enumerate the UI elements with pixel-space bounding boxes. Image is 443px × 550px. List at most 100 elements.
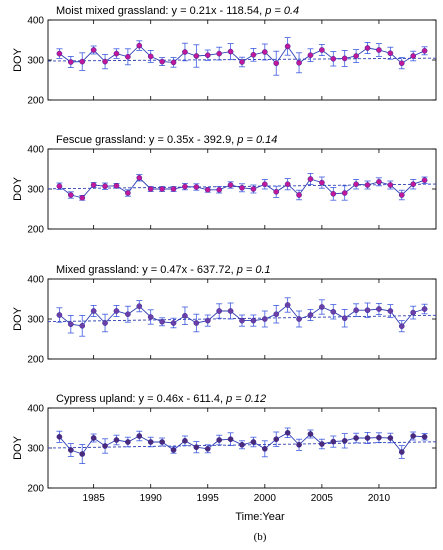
panel-title-pvalue: p = 0.4 xyxy=(264,5,299,17)
data-point xyxy=(261,49,268,55)
data-point xyxy=(159,439,165,445)
data-point xyxy=(307,431,314,437)
y-tick-label: 200 xyxy=(27,484,44,495)
data-point xyxy=(216,186,223,193)
data-point xyxy=(79,58,86,65)
data-point xyxy=(79,451,86,457)
data-point xyxy=(102,183,108,190)
data-point xyxy=(216,308,223,314)
data-point xyxy=(387,50,394,57)
data-point xyxy=(296,316,302,322)
data-point xyxy=(341,437,348,444)
data-point xyxy=(296,441,302,448)
data-point xyxy=(113,308,120,314)
panel-title-equation: Fescue grassland: y = 0.35x - 392.9, xyxy=(56,134,237,146)
data-point xyxy=(364,435,371,441)
data-point xyxy=(273,311,280,318)
data-point xyxy=(273,188,280,195)
data-point xyxy=(296,59,302,66)
data-point xyxy=(261,445,268,452)
data-point xyxy=(182,312,188,319)
data-point xyxy=(90,182,97,188)
data-point xyxy=(364,307,371,314)
data-point xyxy=(387,182,394,188)
data-point xyxy=(67,59,74,65)
data-point xyxy=(159,186,165,192)
data-point xyxy=(307,312,314,318)
data-point xyxy=(90,47,97,53)
data-point xyxy=(136,303,143,310)
data-point xyxy=(204,445,211,452)
data-point xyxy=(330,190,337,197)
data-point xyxy=(182,183,188,190)
y-tick-label: 400 xyxy=(27,16,44,27)
data-point xyxy=(319,47,325,53)
data-point xyxy=(170,320,177,326)
data-point xyxy=(319,441,325,447)
data-point xyxy=(421,433,428,440)
data-point xyxy=(387,308,394,314)
data-point xyxy=(193,444,200,451)
data-point xyxy=(273,436,280,443)
data-point xyxy=(330,308,337,315)
data-point xyxy=(250,317,257,324)
y-axis-label: DOY xyxy=(12,176,24,201)
panel-3: Mixed grassland: y = 0.47x - 637.72, p =… xyxy=(12,264,437,366)
panel-title-pvalue: p = 0.14 xyxy=(236,134,277,146)
data-point xyxy=(204,52,211,59)
data-point xyxy=(410,309,417,316)
data-point xyxy=(216,437,223,443)
data-point xyxy=(170,447,177,453)
data-point xyxy=(353,181,359,188)
y-tick-label: 300 xyxy=(27,315,44,326)
panel-2: Fescue grassland: y = 0.35x - 392.9, p =… xyxy=(12,134,437,236)
data-point xyxy=(193,184,200,190)
data-point xyxy=(56,50,63,57)
data-point xyxy=(250,51,257,58)
panel-1: Moist mixed grassland: y = 0.21x - 118.5… xyxy=(12,5,437,107)
data-point xyxy=(261,181,268,188)
data-point xyxy=(376,178,382,185)
data-point xyxy=(102,320,108,326)
data-point xyxy=(273,60,280,67)
data-point xyxy=(113,437,120,443)
data-point xyxy=(398,449,405,455)
data-point xyxy=(90,435,97,441)
data-point xyxy=(227,308,234,314)
y-axis-label: DOY xyxy=(12,435,24,460)
panel-title-pvalue: p = 0.12 xyxy=(225,393,266,405)
data-point xyxy=(319,179,325,186)
data-point xyxy=(193,53,200,59)
data-point xyxy=(376,306,382,312)
data-point xyxy=(421,47,428,54)
data-point xyxy=(410,53,417,59)
data-point xyxy=(182,437,188,444)
data-point xyxy=(56,433,63,440)
data-point xyxy=(330,55,337,62)
data-point xyxy=(284,302,291,308)
panel-title-equation: Moist mixed grassland: y = 0.21x - 118.5… xyxy=(56,5,265,17)
y-tick-label: 400 xyxy=(27,404,44,415)
data-point xyxy=(421,177,428,184)
data-point xyxy=(227,436,234,443)
data-point xyxy=(216,50,223,57)
data-point xyxy=(330,438,337,445)
data-point xyxy=(353,53,359,59)
data-point xyxy=(125,53,131,60)
panel-title: Cypress upland: y = 0.46x - 611.4, p = 0… xyxy=(56,393,266,405)
data-point xyxy=(284,43,291,50)
x-tick-label: 2010 xyxy=(368,493,391,504)
data-point xyxy=(102,58,108,65)
y-tick-label: 300 xyxy=(27,56,44,67)
data-point xyxy=(387,435,394,441)
y-tick-label: 400 xyxy=(27,275,44,286)
data-point xyxy=(398,192,405,198)
x-tick-label: 1985 xyxy=(83,493,106,504)
data-point xyxy=(147,439,154,445)
data-point xyxy=(136,42,143,49)
y-axis-label: DOY xyxy=(12,306,24,331)
figure-caption: (b) xyxy=(254,531,267,543)
x-axis-label: Time:Year xyxy=(235,511,285,523)
data-point xyxy=(159,318,165,325)
